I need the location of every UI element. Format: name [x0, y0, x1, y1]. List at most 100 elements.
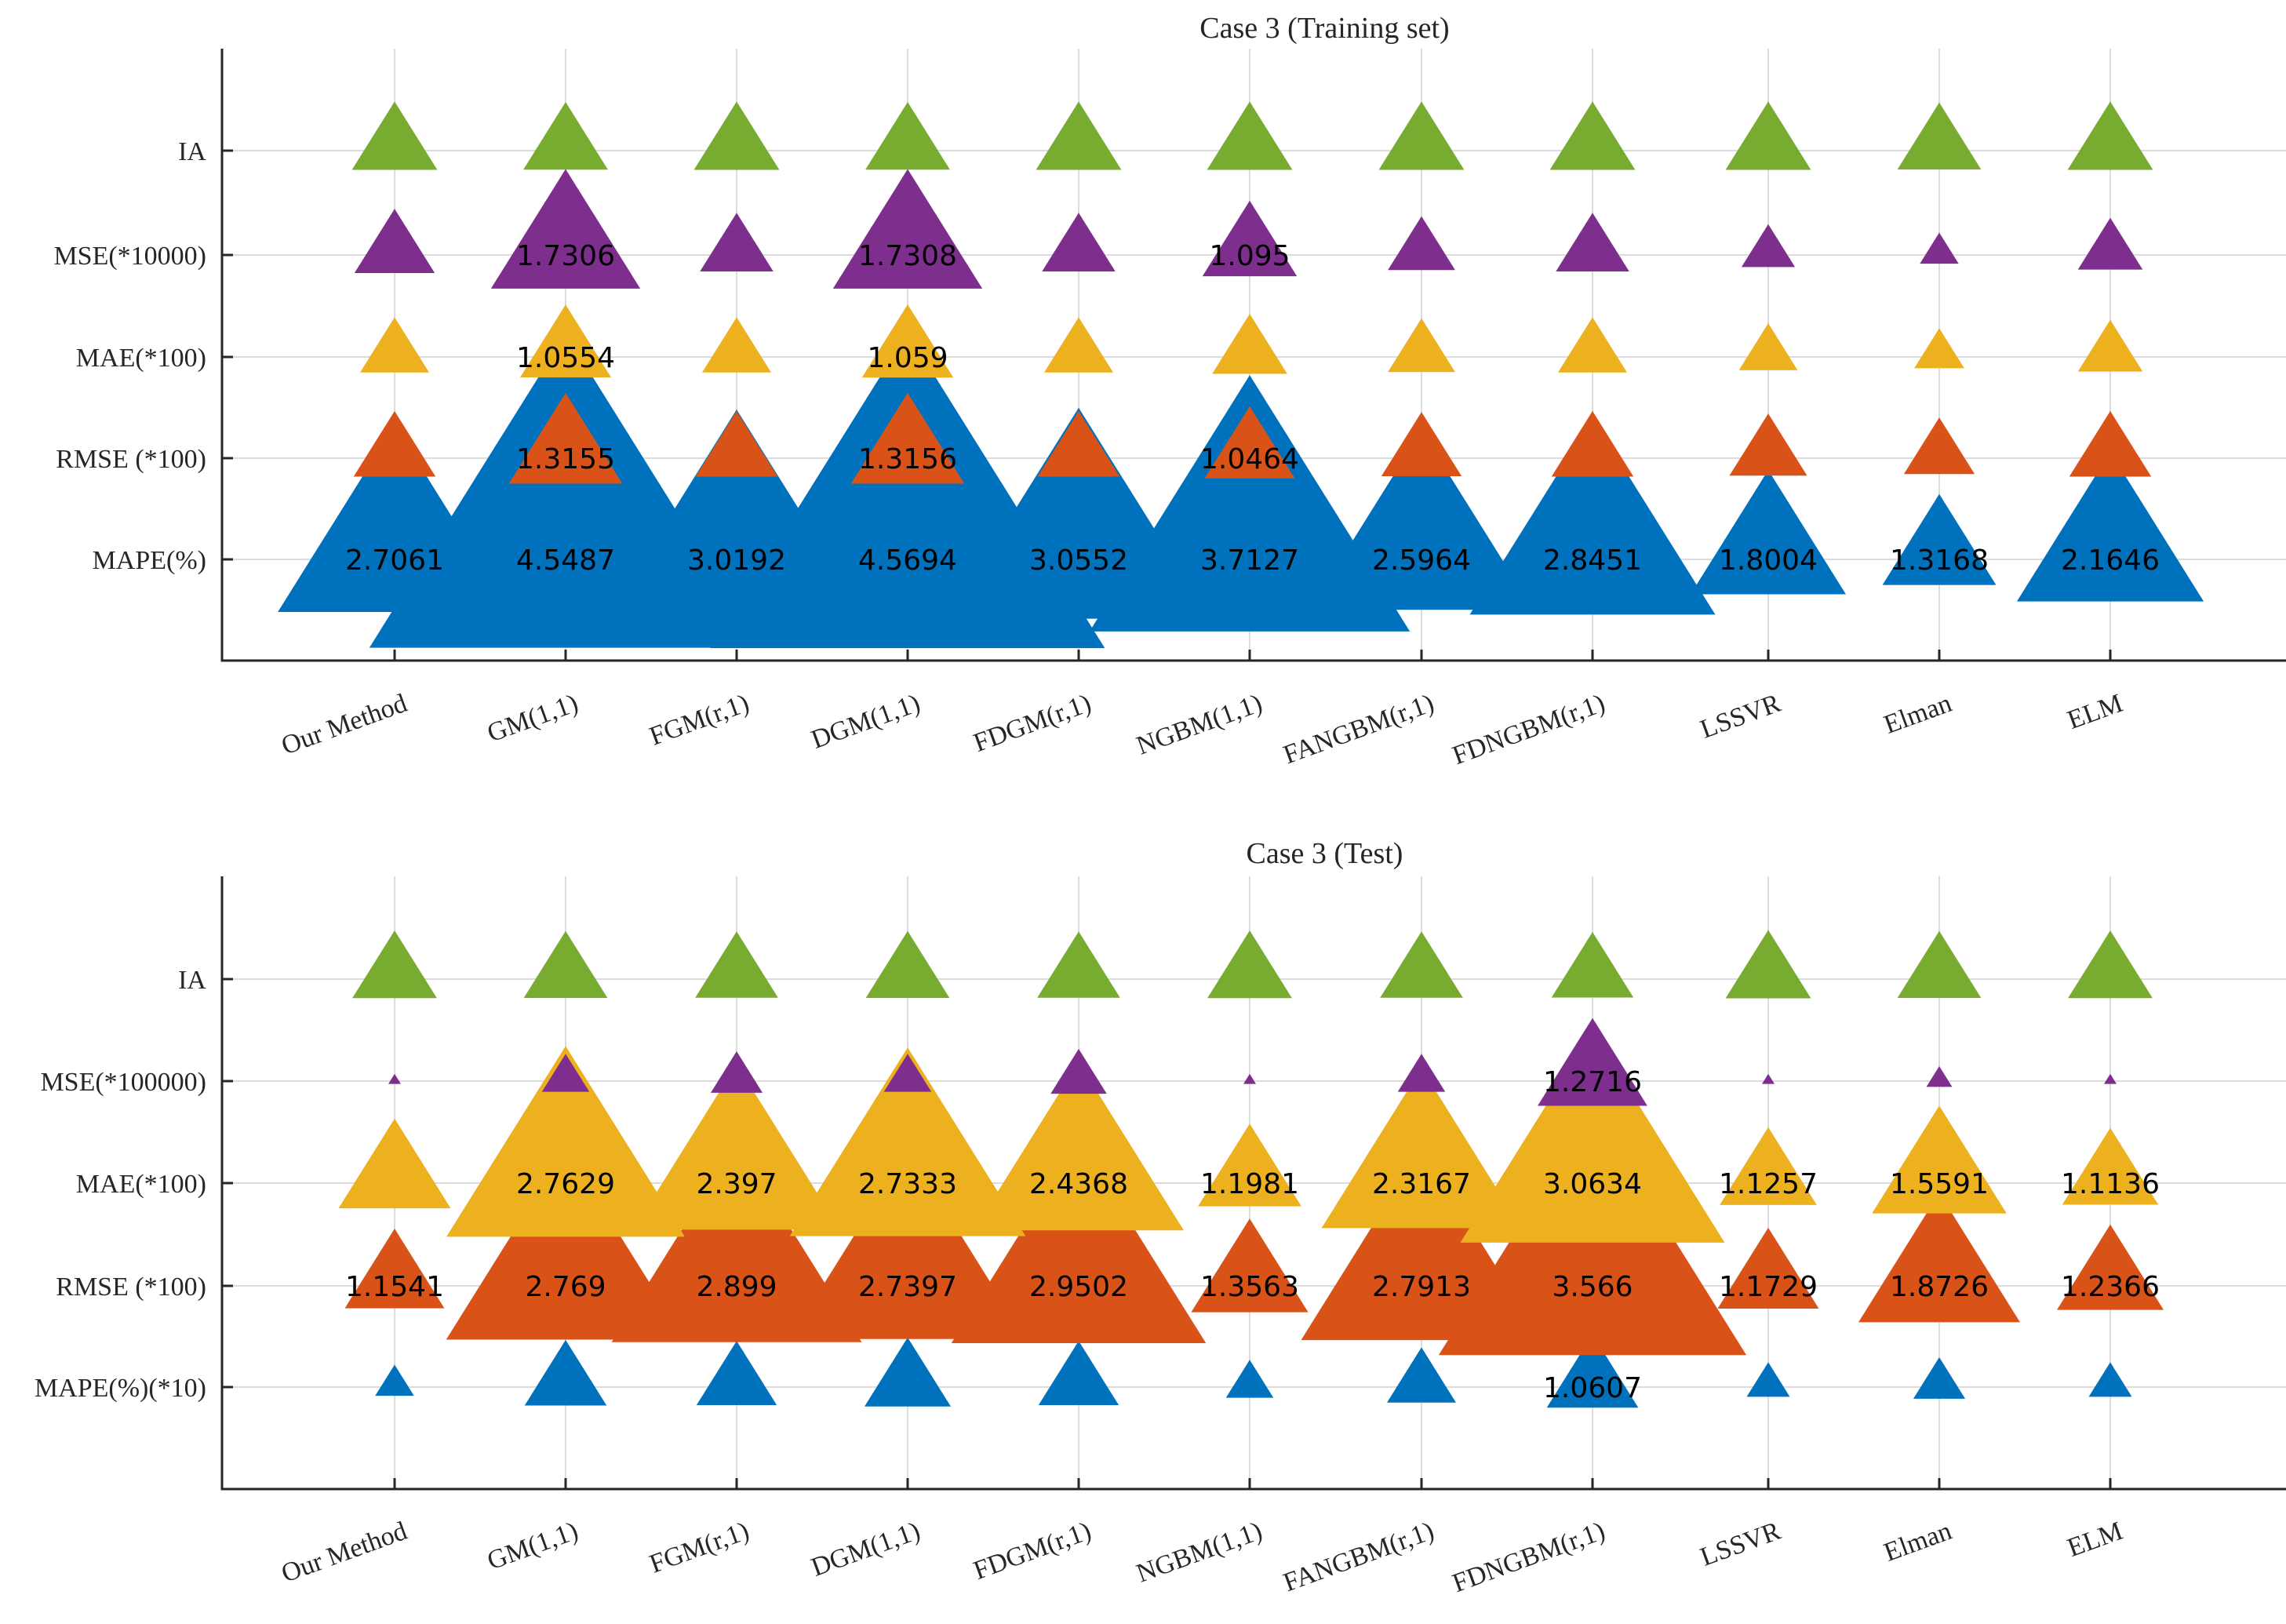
- data-label: 1.1257: [1719, 1168, 1818, 1200]
- triangle-marker: [1198, 1123, 1301, 1207]
- triangle-marker: [353, 410, 436, 477]
- x-tick-label: DGM(1,1): [807, 1517, 923, 1582]
- triangle-marker: [1038, 1341, 1119, 1406]
- data-label: 1.095: [1209, 240, 1290, 272]
- triangle-marker: [693, 101, 780, 170]
- triangle-marker: [1551, 931, 1634, 998]
- x-tick-label: LSSVR: [1697, 1517, 1785, 1572]
- triangle-marker: [2077, 319, 2143, 372]
- y-tick-label: MSE(*10000): [53, 242, 206, 271]
- triangle-marker: [789, 1047, 1026, 1236]
- triangle-marker: [1920, 232, 1959, 264]
- y-tick-label: MAPE(%)(*10): [35, 1374, 206, 1403]
- triangle-marker: [1746, 1362, 1790, 1397]
- triangle-marker: [1903, 417, 1975, 475]
- data-label: 1.059: [867, 342, 948, 374]
- triangle-marker: [1558, 317, 1627, 373]
- data-label: 4.5487: [516, 544, 615, 577]
- data-label: 1.1136: [2061, 1168, 2160, 1200]
- data-label: 2.9502: [1029, 1271, 1128, 1303]
- triangle-marker: [973, 1061, 1185, 1231]
- y-tick-label: MAE(*100): [76, 1170, 206, 1199]
- data-label: 1.3155: [516, 443, 615, 475]
- triangle-marker: [789, 1149, 1026, 1339]
- data-label: 1.2366: [2061, 1271, 2160, 1303]
- triangle-marker: [388, 1073, 401, 1084]
- data-label: 2.397: [696, 1168, 777, 1200]
- triangle-marker: [1551, 410, 1634, 477]
- data-label: 1.8726: [1890, 1271, 1989, 1303]
- triangle-marker: [2016, 452, 2204, 602]
- triangle-marker: [2088, 1362, 2132, 1397]
- triangle-marker: [524, 1339, 607, 1406]
- triangle-marker: [2056, 1224, 2164, 1310]
- triangle-marker: [1207, 930, 1292, 999]
- data-label: 3.566: [1552, 1271, 1633, 1303]
- data-label: 2.8451: [1543, 544, 1642, 577]
- triangle-marker: [1309, 430, 1534, 610]
- triangle-marker: [338, 1118, 451, 1209]
- x-tick-label: ELM: [2064, 689, 2127, 735]
- triangle-marker: [1036, 101, 1122, 170]
- triangle-marker: [523, 102, 608, 170]
- triangle-marker: [1717, 1227, 1819, 1309]
- triangle-marker: [523, 930, 608, 999]
- data-label: 2.899: [696, 1271, 777, 1303]
- triangle-marker: [490, 169, 641, 289]
- data-label: 2.5964: [1372, 544, 1471, 577]
- triangle-marker: [446, 1148, 686, 1340]
- chart-title: Case 3 (Test): [1247, 837, 1403, 870]
- triangle-marker: [351, 101, 438, 170]
- x-tick-label: ELM: [2064, 1517, 2127, 1563]
- triangle-marker: [1042, 213, 1116, 272]
- triangle-marker: [1556, 213, 1629, 272]
- triangle-marker: [1044, 317, 1113, 373]
- data-label: 1.1981: [1200, 1168, 1299, 1200]
- triangle-marker: [1202, 200, 1298, 277]
- data-label: 1.7308: [858, 240, 957, 272]
- triangle-marker: [1882, 493, 1997, 585]
- x-tick-label: NGBM(1,1): [1133, 1517, 1266, 1589]
- x-tick-label: Our Method: [278, 689, 411, 761]
- triangle-marker: [1191, 1218, 1309, 1313]
- triangle-marker: [508, 392, 623, 484]
- data-label: 2.7061: [345, 544, 444, 577]
- data-label: 1.0607: [1543, 1372, 1642, 1404]
- y-tick-label: RMSE (*100): [56, 445, 206, 474]
- triangle-marker: [633, 1064, 840, 1230]
- data-label: 1.7306: [516, 240, 615, 272]
- triangle-marker: [1387, 1347, 1456, 1403]
- x-tick-label: FANGBM(r,1): [1280, 689, 1438, 770]
- x-tick-label: FGM(r,1): [646, 689, 753, 752]
- data-label: 2.4368: [1029, 1168, 1128, 1200]
- data-label: 1.3563: [1200, 1271, 1299, 1303]
- chart-panel-2: Case 3 (Test) MAPE(%)(*10) RMSE (*100) MAE(…: [35, 837, 2286, 1598]
- triangle-marker: [865, 1337, 951, 1407]
- data-label: 1.2716: [1543, 1066, 1642, 1098]
- triangle-marker: [2077, 217, 2143, 270]
- data-label: 3.0634: [1543, 1168, 1642, 1200]
- x-tick-label: GM(1,1): [483, 1517, 581, 1576]
- triangle-marker: [1762, 1073, 1775, 1084]
- data-label: 2.3167: [1372, 1168, 1471, 1200]
- x-tick-label: Elman: [1880, 1517, 1956, 1568]
- axes: [220, 49, 2286, 662]
- x-tick-label: LSSVR: [1697, 689, 1785, 745]
- y-tick-label: IA: [178, 137, 206, 166]
- chart-panel-1: Case 3 (Training set) MAPE(%) RMSE (*100) M…: [53, 12, 2286, 770]
- triangle-marker: [1897, 930, 1982, 999]
- triangle-marker: [850, 392, 965, 484]
- triangle-marker: [2104, 1073, 2117, 1084]
- triangle-marker: [711, 1051, 763, 1093]
- data-label: 2.7397: [858, 1271, 957, 1303]
- triangle-marker: [1549, 101, 1636, 170]
- x-tick-label: FGM(r,1): [646, 1517, 753, 1579]
- triangle-marker: [1388, 318, 1455, 373]
- triangle-marker: [541, 1054, 590, 1092]
- triangle-marker: [1872, 1105, 2007, 1214]
- triangle-marker: [700, 213, 774, 272]
- data-label: 1.3156: [858, 443, 957, 475]
- triangle-marker: [696, 1341, 777, 1406]
- x-tick-label: Our Method: [278, 1517, 411, 1589]
- x-tick-label: FDNGBM(r,1): [1449, 689, 1609, 770]
